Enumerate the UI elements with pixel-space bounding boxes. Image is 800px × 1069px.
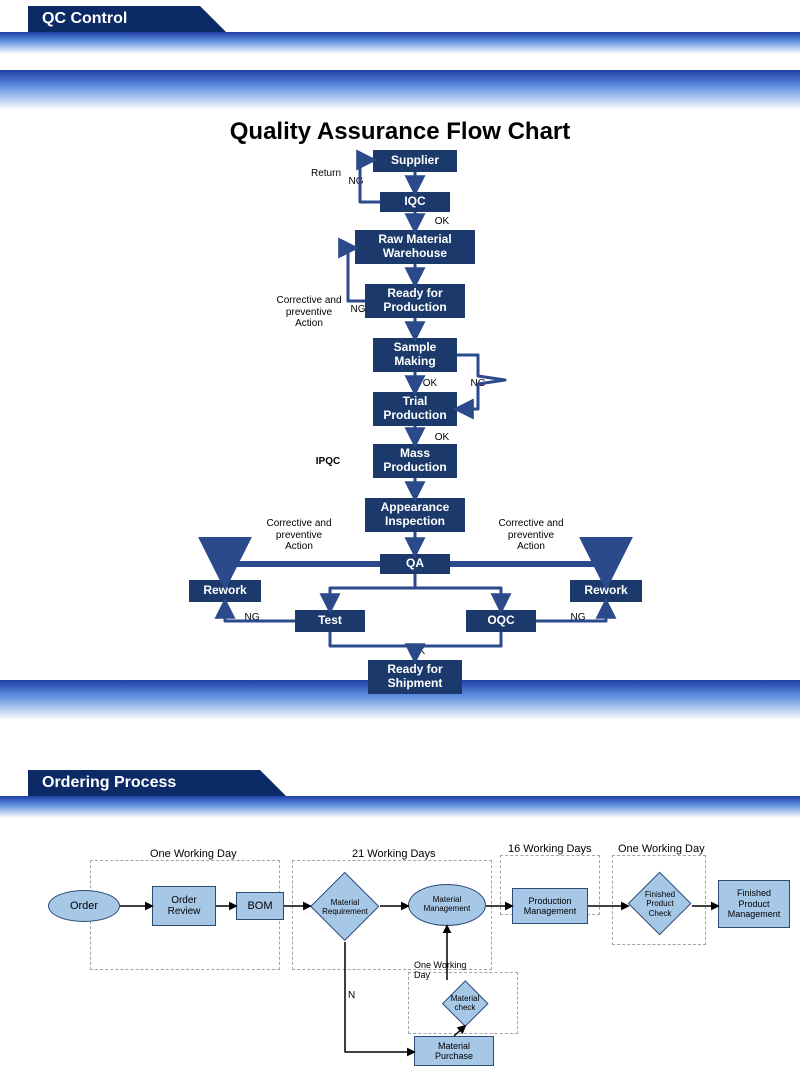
qa-label: OK [432, 216, 452, 228]
op-node-mat_purch: MaterialPurchase [414, 1036, 494, 1066]
qa-label: IPQC [308, 456, 348, 468]
op-node-label-mat_check: Materialcheck [442, 980, 488, 1026]
op-node-order: Order [48, 890, 120, 922]
op-node-mat_mgmt: MaterialManagement [408, 884, 486, 926]
qa-label: NG [346, 176, 366, 188]
qa-arrows-layer [0, 0, 800, 760]
qa-label: NG [242, 612, 262, 624]
qa-node-test: Test [295, 610, 365, 632]
qa-label: Corrective andpreventiveAction [486, 518, 576, 553]
op-node-label-mat_req: MaterialRequirement [310, 872, 380, 942]
qa-node-sample: SampleMaking [373, 338, 457, 372]
gradient-bar [0, 796, 800, 818]
qa-node-appearance: AppearanceInspection [365, 498, 465, 532]
op-node-fpm: FinishedProductManagement [718, 880, 790, 928]
op-node-review: OrderReview [152, 886, 216, 926]
qa-label: Corrective andpreventiveAction [264, 295, 354, 330]
qa-node-rmw: Raw MaterialWarehouse [355, 230, 475, 264]
qa-chart-title: Quality Assurance Flow Chart [0, 118, 800, 146]
qa-node-oqc: OQC [466, 610, 536, 632]
qa-label: OK [432, 432, 452, 444]
qa-label: OK [408, 646, 428, 658]
qa-node-ready_ship: Ready forShipment [368, 660, 462, 694]
op-group-title: One WorkingDay [414, 960, 466, 980]
qa-node-ready_prod: Ready forProduction [365, 284, 465, 318]
qa-label: OK [420, 378, 440, 390]
op-group-title: 21 Working Days [352, 848, 436, 860]
gradient-bar [0, 70, 800, 110]
op-node-bom: BOM [236, 892, 284, 920]
qa-node-trial: TrialProduction [373, 392, 457, 426]
qa-label: NG [348, 304, 368, 316]
qa-label: Corrective andpreventiveAction [254, 518, 344, 553]
op-group-title: 16 Working Days [508, 843, 592, 855]
qa-node-rework_l: Rework [189, 580, 261, 602]
gradient-bar [0, 32, 800, 54]
op-node-label-fpc: FinishedProductCheck [628, 872, 692, 936]
qa-label: Return [306, 168, 346, 180]
qa-node-iqc: IQC [380, 192, 450, 212]
op-node-prod_mgmt: ProductionManagement [512, 888, 588, 924]
qa-node-rework_r: Rework [570, 580, 642, 602]
stage: QC Control Ordering Process Quality Assura… [0, 0, 800, 1069]
qa-label: NG [568, 612, 588, 624]
qa-label: NG [468, 378, 488, 390]
section-tab-order: Ordering Process [28, 770, 260, 796]
qa-node-mass: MassProduction [373, 444, 457, 478]
qa-node-supplier: Supplier [373, 150, 457, 172]
qa-node-qa: QA [380, 554, 450, 574]
section-tab-qc: QC Control [28, 6, 200, 32]
op-label: N [348, 990, 355, 1002]
op-group-title: One Working Day [618, 843, 705, 855]
op-group-title: One Working Day [150, 848, 237, 860]
